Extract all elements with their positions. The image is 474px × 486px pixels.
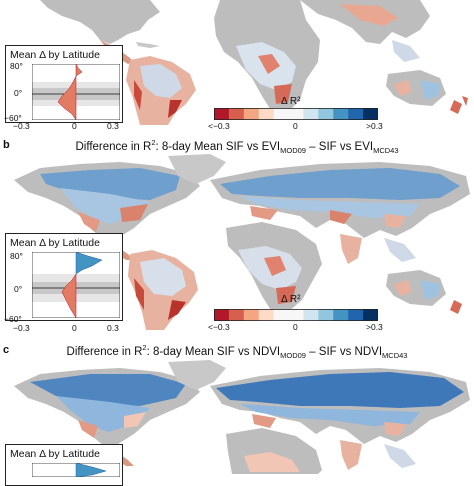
panel-a-lat-tick-neg60: −60° [4,113,22,123]
colorbar-bin [214,108,230,120]
colorbar-bin [303,309,319,321]
panel-a-colorbar-tick-low: <−0.3 [208,121,230,131]
panel-b-delta-tick-0: 0 [72,323,77,333]
panel-b-title: Difference in R2: 8-day Mean SIF vs EVIM… [75,138,399,156]
panel-c-title: Difference in R2: 8-day Mean SIF vs NDVI… [66,343,408,361]
colorbar-border [214,309,378,321]
panel-b-colorbar [214,309,378,321]
panel-a-map [40,0,468,125]
panel-b-lat-tick-0: 0° [14,284,23,294]
panel-a-inset-plot [32,64,120,120]
colorbar-bin [288,309,304,321]
panel-b-colorbar-tick-low: <−0.3 [208,322,230,332]
colorbar-bin [318,108,334,120]
colorbar-bin [228,108,245,120]
panel-a-lat-tick-0: 0° [14,88,23,98]
colorbar-bin [348,108,364,120]
panel-b-lat-tick-80: 80° [10,251,23,261]
colorbar-bin [363,108,378,120]
colorbar-bin [273,309,289,321]
panel-b-colorbar-title: Δ R² [281,294,301,305]
colorbar-bin [243,309,260,321]
panel-a-delta-tick-0: 0 [72,121,77,131]
colorbar-bin [348,309,364,321]
colorbar-bin [228,309,245,321]
colorbar-border [214,108,378,120]
map-asia [300,0,430,44]
panel-c-inset-plot [32,463,120,477]
panel-a-latitude-inset: Mean Δ by Latitude 80° 0° [5,45,123,123]
map-north-america [40,0,160,44]
panel-a-colorbar-tick-mid: 0 [293,121,298,131]
colorbar-bin [258,108,274,120]
colorbar-bin [303,108,319,120]
colorbar-bin [288,108,304,120]
panel-b-lat-tick-neg60: −60° [4,314,22,324]
panel-a-inset-title: Mean Δ by Latitude [10,49,100,61]
panel-c-map [14,360,470,474]
panel-a-delta-tick-pos: 0.3 [107,121,119,131]
panel-b-mean-delta-pos [75,252,103,275]
panel-c-inset-title: Mean Δ by Latitude [10,448,100,460]
panel-b-map [14,154,470,330]
colorbar-bin [333,108,349,120]
colorbar-bin [333,309,349,321]
map-greenland [168,360,226,390]
colorbar-bin [214,309,230,321]
map-caribbean [136,42,160,48]
colorbar-bin [318,309,334,321]
panel-b-inset-title: Mean Δ by Latitude [10,237,100,249]
panel-c-latitude-inset: Mean Δ by Latitude [5,444,123,486]
panel-a-colorbar [214,108,378,120]
panel-b-letter: b [3,139,10,151]
panel-c-letter: c [3,344,10,356]
panel-a-delta-tick-neg: −0.3 [13,121,30,131]
panel-a-colorbar-title: Δ R² [281,96,301,107]
panel-b-latitude-inset: Mean Δ by Latitude 80° 0° [5,233,123,321]
colorbar-bin [363,309,378,321]
panel-c-mean-delta-pos [75,463,107,477]
panel-b-mean-delta-neg [61,273,77,318]
panel-b-delta-tick-neg: −0.3 [13,323,30,333]
panel-a-lat-tick-80: 80° [10,61,23,71]
panel-b: b Difference in R2: 8-day Mean SIF vs EV… [0,136,474,336]
panel-b-colorbar-tick-high: >0.3 [366,322,383,332]
panel-a: Mean Δ by Latitude 80° 0° −60° −0.3 0 0.… [0,0,474,135]
colorbar-bin [243,108,260,120]
panel-a-mean-delta-curve [57,64,83,120]
colorbar-bin [273,108,289,120]
panel-b-delta-tick-pos: 0.3 [107,323,119,333]
colorbar-bin [258,309,274,321]
map-greenland [168,154,226,184]
panel-a-colorbar-tick-high: >0.3 [366,121,383,131]
panel-b-inset-plot [32,252,120,318]
panel-c: c Difference in R2: 8-day Mean SIF vs ND… [0,340,474,486]
panel-b-colorbar-tick-mid: 0 [293,322,298,332]
